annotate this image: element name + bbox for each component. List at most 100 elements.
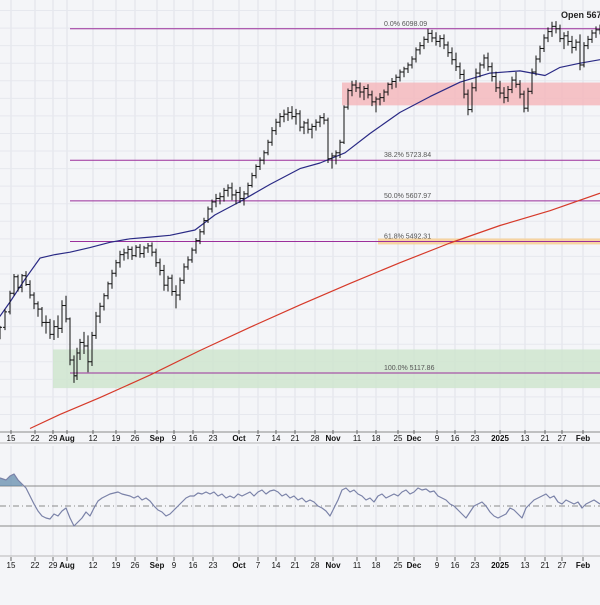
ohlc-bar: [210, 199, 214, 213]
ohlc-bar: [182, 263, 186, 284]
ohlc-bar: [94, 311, 98, 339]
ohlc-bar: [494, 71, 498, 93]
ohlc-bar: [406, 62, 410, 74]
x-axis-tick-label: 13: [521, 434, 530, 443]
x-axis-tick-label: 19: [112, 434, 121, 443]
ohlc-bar: [594, 26, 598, 38]
ohlc-bar: [474, 68, 478, 92]
x-axis-tick-label: 28: [311, 434, 320, 443]
ohlc-bar: [482, 54, 486, 69]
ohlc-bar: [270, 127, 274, 146]
ohlc-bar: [334, 150, 338, 165]
ohlc-bar: [418, 42, 422, 55]
x-axis-tick-label: 23: [209, 434, 218, 443]
ohlc-bar: [86, 335, 90, 373]
ohlc-bar: [282, 109, 286, 123]
x-axis-tick-label: Sep: [150, 434, 165, 443]
ohlc-bar: [48, 318, 52, 339]
x-axis-tick-label: Oct: [232, 434, 246, 443]
ohlc-bar: [582, 42, 586, 68]
x-axis-tick-label: Dec: [407, 434, 422, 443]
ohlc-bar: [214, 193, 218, 208]
x-axis-tick-label: 14: [272, 561, 281, 570]
ohlc-bar: [60, 300, 64, 333]
x-axis-tick-label: Feb: [576, 561, 590, 570]
ohlc-bar: [422, 36, 426, 50]
ohlc-bar: [286, 107, 290, 121]
ohlc-bar: [386, 82, 390, 96]
ohlc-bar: [64, 295, 68, 323]
ohlc-bar: [578, 34, 582, 71]
x-axis-tick-label: 16: [189, 561, 198, 570]
ohlc-bar: [326, 117, 330, 163]
x-axis-tick-label: 21: [291, 561, 300, 570]
ohlc-bar: [330, 152, 334, 169]
x-axis-tick-label: Aug: [59, 434, 75, 443]
x-axis-tick-label: 16: [451, 561, 460, 570]
ohlc-bar: [138, 244, 142, 258]
ohlc-bar: [426, 28, 430, 43]
ohlc-bar: [186, 256, 190, 270]
ohlc-bar: [242, 191, 246, 206]
x-axis-tick-label: 7: [256, 434, 261, 443]
ohlc-bar: [246, 182, 250, 197]
x-axis-tick-label: 18: [372, 561, 381, 570]
ohlc-bar: [338, 139, 342, 159]
ohlc-bar: [3, 309, 7, 331]
ohlc-bar: [126, 245, 130, 260]
ohlc-bar: [526, 87, 530, 112]
ohlc-bar: [458, 62, 462, 80]
ohlc-bar: [202, 217, 206, 235]
indicator-overbought-fill: [0, 474, 22, 486]
ohlc-bar: [570, 35, 574, 54]
ohlc-bar: [250, 172, 254, 188]
x-axis-tick-label: 14: [272, 434, 281, 443]
ohlc-bar: [466, 89, 470, 116]
x-axis-tick-label: 2025: [491, 434, 509, 443]
ohlc-bar: [442, 34, 446, 50]
ohlc-bar: [490, 62, 494, 82]
ohlc-bar: [190, 247, 194, 263]
ohlc-bar: [262, 150, 266, 165]
ohlc-bar: [362, 86, 366, 101]
x-axis-tick-label: 29: [49, 434, 58, 443]
ohlc-bar: [302, 120, 306, 135]
x-axis-tick-label: 15: [7, 561, 16, 570]
ohlc-bar: [36, 301, 40, 317]
ohlc-bar: [278, 113, 282, 128]
x-axis-tick-label: Dec: [407, 561, 422, 570]
x-axis-tick-label: 23: [209, 561, 218, 570]
ohlc-bar: [366, 84, 370, 99]
x-axis-tick-label: 22: [31, 561, 40, 570]
ohlc-bar: [558, 24, 562, 43]
ohlc-bar: [310, 123, 314, 139]
x-axis-tick-label: 23: [471, 434, 480, 443]
ohlc-bar: [554, 21, 558, 34]
ohlc-bar: [56, 315, 60, 338]
x-axis-tick-label: 13: [521, 561, 530, 570]
ohlc-bar: [290, 106, 294, 120]
ohlc-bar: [226, 184, 230, 197]
open-readout: Open 567: [561, 10, 600, 20]
ohlc-bar: [546, 27, 550, 43]
ohlc-bar: [410, 56, 414, 69]
fib-level-label: 0.0% 6098.09: [384, 21, 427, 28]
ohlc-bar: [370, 90, 374, 107]
x-axis-tick-label: 25: [394, 561, 403, 570]
ohlc-bar: [498, 80, 502, 99]
ohlc-bar: [530, 68, 534, 95]
ohlc-bar: [350, 80, 354, 97]
ohlc-bar: [52, 320, 56, 340]
ohlc-bar: [294, 108, 298, 125]
ohlc-bar: [82, 331, 86, 355]
ohlc-bar: [518, 80, 522, 99]
ohlc-bar: [566, 30, 570, 46]
ohlc-bar: [178, 277, 182, 301]
x-axis-tick-label: 9: [435, 561, 440, 570]
ohlc-bar: [398, 69, 402, 82]
fibonacci-levels: 0.0% 6098.09 38.2% 5723.84 50.0% 5607.97 61…: [70, 21, 600, 374]
ohlc-bar: [486, 52, 490, 71]
ohlc-bar: [314, 119, 318, 131]
